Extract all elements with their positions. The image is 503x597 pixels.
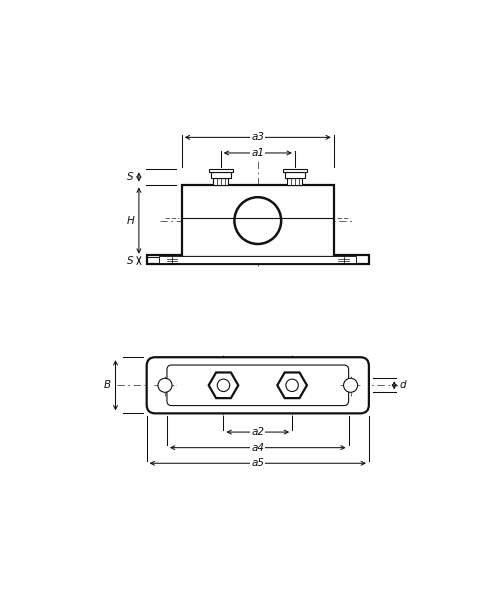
Bar <box>287 177 302 184</box>
FancyBboxPatch shape <box>167 365 349 405</box>
Text: S: S <box>127 172 134 182</box>
Text: S: S <box>127 256 134 266</box>
Text: a5: a5 <box>252 458 264 468</box>
Polygon shape <box>277 373 307 398</box>
Text: a3: a3 <box>252 133 264 142</box>
Circle shape <box>217 379 230 392</box>
Text: a2: a2 <box>252 427 264 437</box>
FancyBboxPatch shape <box>147 357 369 413</box>
Bar <box>283 170 307 172</box>
Bar <box>209 170 233 172</box>
Bar <box>285 172 305 177</box>
Bar <box>182 184 334 257</box>
Text: B: B <box>103 380 111 390</box>
Circle shape <box>234 197 281 244</box>
Circle shape <box>158 378 172 392</box>
Text: d: d <box>399 380 406 390</box>
Circle shape <box>286 379 298 392</box>
Bar <box>211 172 231 177</box>
Bar <box>159 256 357 263</box>
Bar <box>147 255 369 264</box>
Text: a1: a1 <box>252 148 264 158</box>
Text: a4: a4 <box>252 442 264 453</box>
Circle shape <box>344 378 358 392</box>
Polygon shape <box>209 373 238 398</box>
Bar <box>213 177 228 184</box>
Text: H: H <box>126 216 134 226</box>
